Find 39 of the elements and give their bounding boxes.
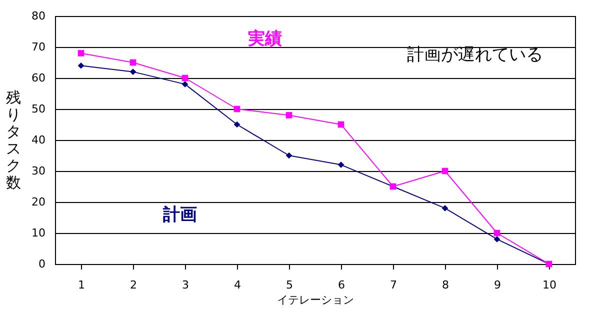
x-tick-label: 1 (78, 278, 85, 292)
y-tick-label: 20 (32, 196, 46, 208)
point (234, 121, 240, 128)
point (130, 68, 136, 75)
point (338, 162, 344, 168)
x-tick-label: 9 (494, 278, 501, 292)
x-tick-label: 10 (542, 278, 556, 292)
y-tick-label: 50 (32, 102, 46, 116)
x-tick-label: 7 (390, 278, 397, 292)
x-axis-title: イテレーション (277, 294, 354, 306)
y-tick-label: 80 (32, 10, 46, 22)
text: 計画 (162, 205, 197, 225)
point (78, 50, 84, 56)
point (182, 81, 188, 88)
text: 実績 (247, 29, 282, 49)
x-tick-label: 2 (130, 278, 137, 292)
x-tick-label: 5 (286, 278, 293, 292)
point (286, 112, 292, 118)
y-tick-label: 30 (32, 164, 46, 178)
y-tick-label: 0 (38, 258, 46, 270)
x-tick-label: 6 (338, 278, 345, 292)
point (494, 236, 500, 242)
point (442, 168, 448, 174)
y-tick-label: 40 (32, 134, 46, 146)
point (338, 121, 344, 128)
point (494, 230, 500, 236)
y-tick-label: 10 (32, 226, 46, 240)
point (78, 62, 84, 69)
x-tick-label: 8 (442, 278, 449, 292)
point (442, 205, 448, 212)
y-axis-title: 残りタスク数 (6, 88, 21, 192)
point (234, 106, 240, 112)
point (182, 74, 188, 82)
point (286, 152, 292, 159)
point (130, 59, 136, 66)
y-tick-label: 60 (32, 72, 46, 84)
y-tick-label: 70 (32, 40, 46, 54)
x-tick-label: 4 (234, 278, 241, 292)
x-tick-label: 3 (182, 278, 189, 292)
